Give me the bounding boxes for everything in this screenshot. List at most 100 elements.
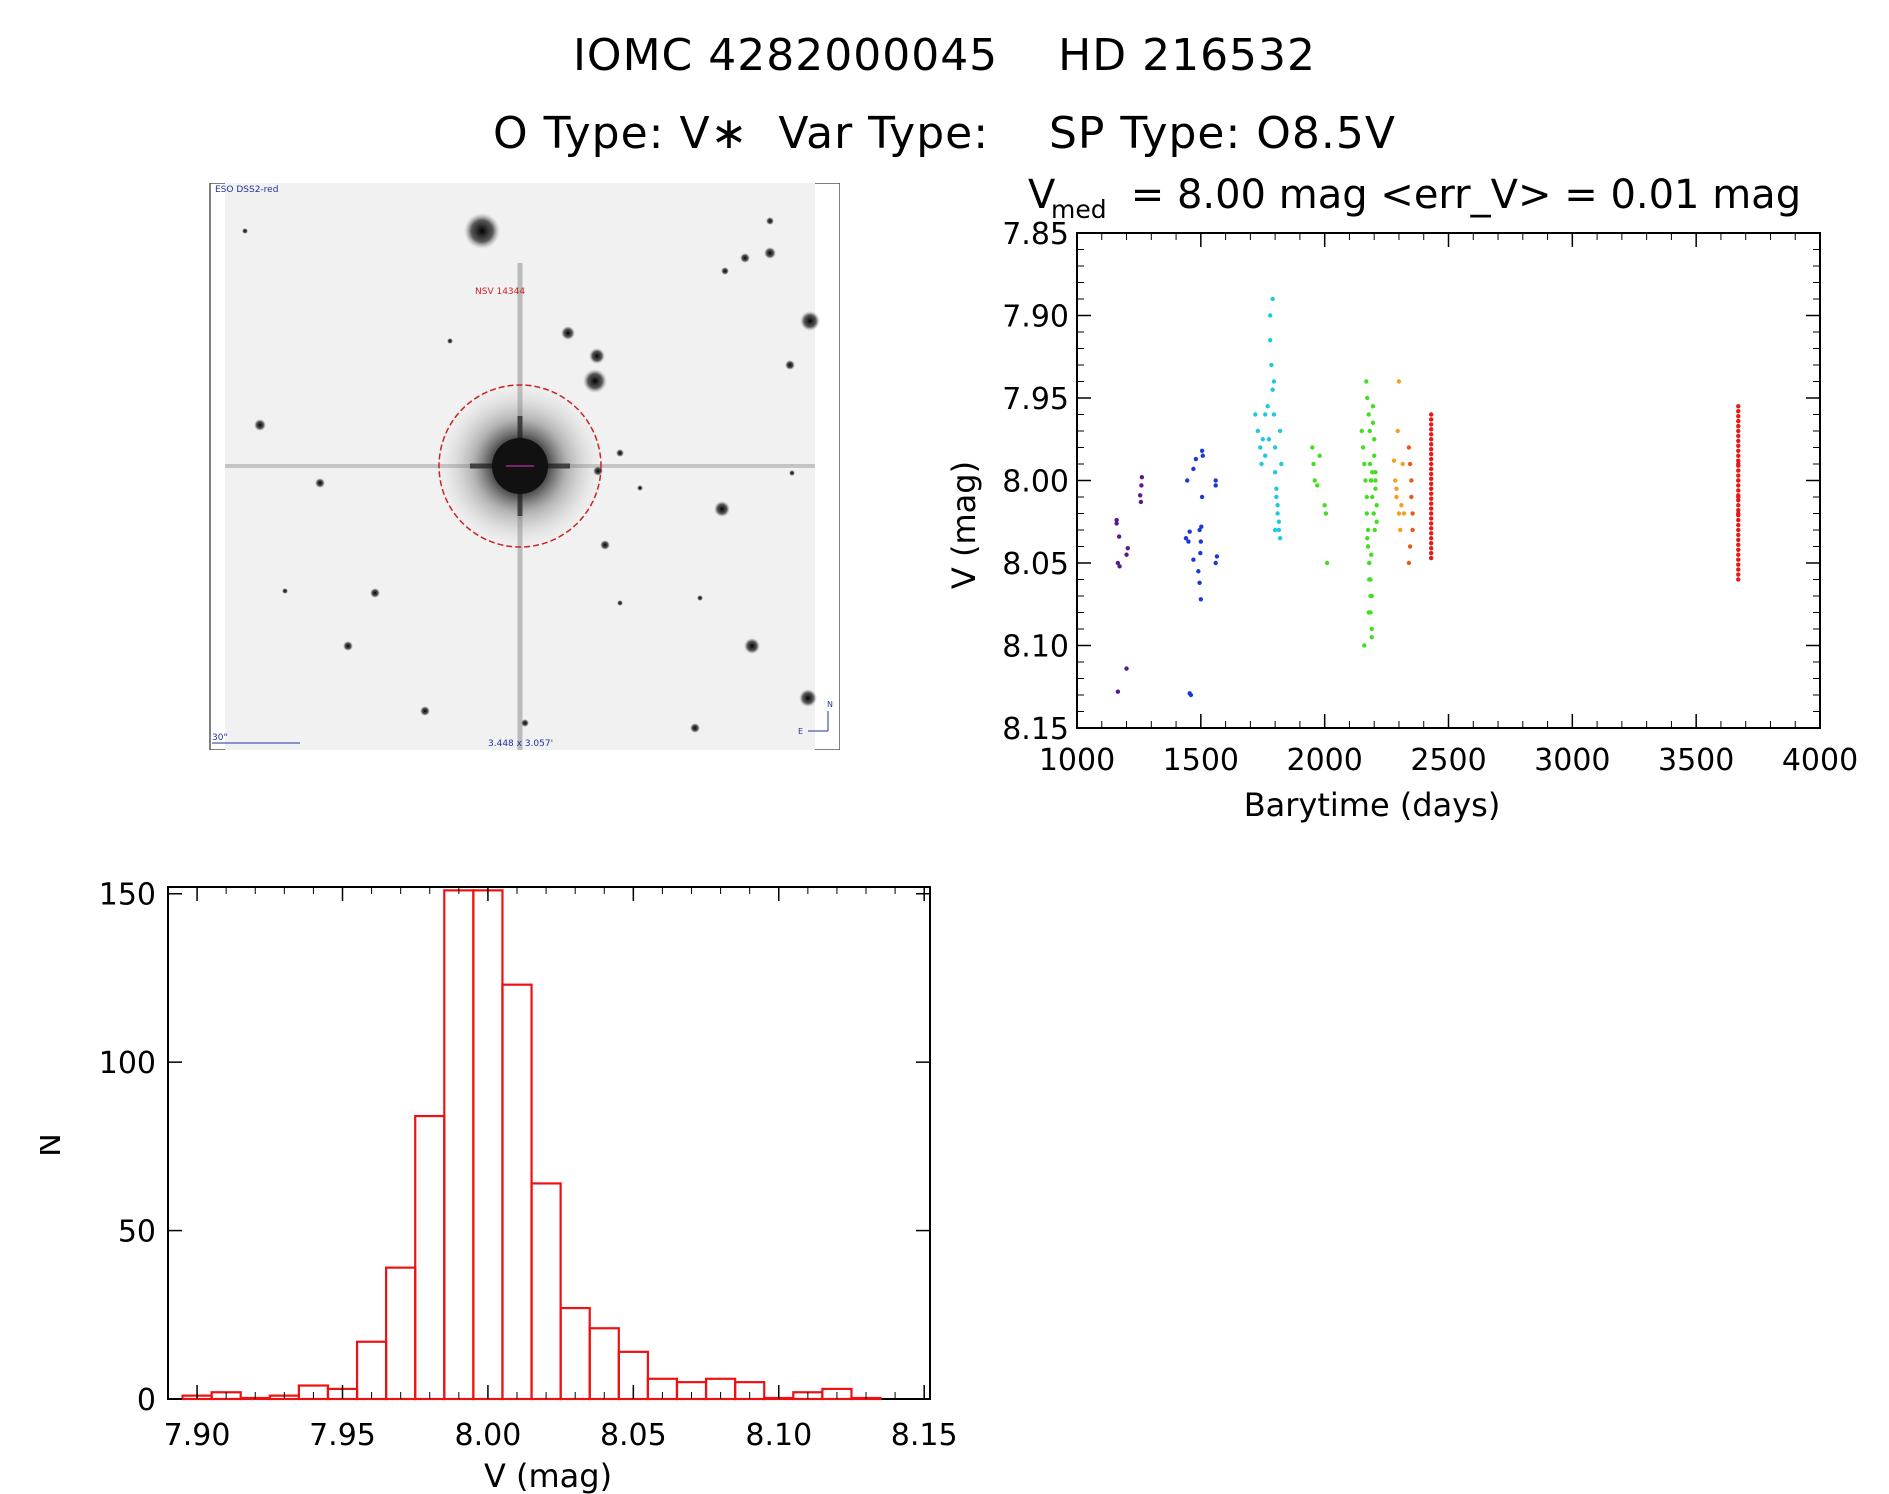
light-curve-point [1213,483,1218,488]
light-curve-point [1736,517,1741,523]
light-curve-title-sub: med [1051,195,1107,224]
light-curve-point [1125,545,1130,551]
light-curve-point [1391,458,1397,463]
light-curve-point [1364,494,1369,500]
light-curve-title-rest: = 8.00 mag <err_V> = 0.01 mag [1118,172,1801,218]
light-curve-point [1736,527,1741,533]
light-curve-ytick-label: 7.85 [1002,217,1069,252]
light-curve-point [1428,417,1434,422]
light-curve-point [1370,404,1376,409]
light-curve-point [1428,550,1434,556]
light-curve-point [1736,567,1741,572]
light-curve-point [1272,470,1278,475]
light-curve-point [1736,498,1741,503]
light-curve-point [1188,692,1194,698]
light-curve-point [1185,478,1190,483]
light-curve-point [1736,508,1741,513]
light-curve-point [1263,412,1268,417]
light-curve-point [1736,547,1741,552]
sky-label-star: NSV 14344 [475,287,525,297]
light-curve-point [1267,338,1273,343]
light-curve-point [1369,552,1374,557]
light-curve-point [1428,506,1434,511]
histogram-xtick-label: 8.15 [891,1418,958,1453]
light-curve-point [1736,494,1741,500]
histogram-xtick-label: 8.05 [600,1418,667,1453]
light-curve-point [1396,379,1402,384]
light-curve-point [1428,536,1434,541]
histogram-bar [414,1114,446,1401]
light-curve-ytick-label: 8.15 [1002,712,1069,747]
light-curve-point [1323,511,1329,516]
histogram-xtick-label: 7.95 [309,1418,376,1453]
light-curve-point [1266,437,1272,442]
histogram-bar [385,1266,417,1401]
light-curve-point [1736,443,1741,449]
light-curve-point [1369,626,1374,632]
light-curve-point [1214,554,1220,559]
light-curve-point [1253,412,1258,417]
light-curve-point [1410,527,1415,533]
light-curve-point [1428,521,1434,526]
light-curve-point [1365,536,1370,541]
light-curve-point [1736,478,1741,483]
light-curve-point [1736,532,1741,538]
light-curve-point [1193,456,1199,462]
light-curve-point [1371,511,1376,516]
histogram-frame [167,886,931,1400]
light-curve-point [1360,445,1366,450]
light-curve-point [1365,395,1370,401]
light-curve-point [1736,572,1741,577]
histogram-bar [443,889,475,1401]
light-curve-ytick-label: 8.00 [1002,465,1069,500]
light-curve-point [1736,409,1741,414]
light-curve-point [1115,689,1121,694]
light-curve-point [1736,577,1741,582]
light-curve-point [1428,471,1434,477]
light-curve-point [1736,428,1741,434]
histogram-xlabel: V (mag) [484,1457,612,1494]
light-curve-point [1736,483,1741,488]
histogram-ytick-label: 150 [99,878,156,913]
light-curve-point [1365,527,1371,533]
light-curve-point [1183,536,1189,541]
light-curve-point [1428,476,1434,482]
histogram-bar [501,983,533,1401]
light-curve-point [1139,475,1145,480]
light-curve-point [1322,503,1327,508]
histogram-bar [355,1340,388,1401]
light-curve-point [1428,451,1434,457]
light-curve-point [1369,593,1374,599]
light-curve-point [1138,499,1144,505]
light-curve-point [1265,404,1270,409]
light-curve-point [1367,461,1373,467]
light-curve-point [1114,521,1119,526]
light-curve-point [1196,569,1201,574]
light-curve-point [1736,557,1741,562]
light-curve-point [1428,412,1434,417]
light-curve-point [1736,423,1741,429]
light-curve-chart: V med = 8.00 mag <err_V> = 0.01 mag 1000… [945,172,1858,824]
light-curve-point [1277,428,1283,434]
light-curve-point [1255,428,1260,434]
light-curve-point [1736,413,1741,419]
sky-label-east: E [798,727,803,736]
light-curve-point [1374,519,1379,524]
light-curve-point [1366,610,1371,615]
histogram-bar [472,889,504,1401]
histogram-xtick-label: 8.10 [745,1418,812,1453]
light-curve-point [1736,433,1741,439]
light-curve-point [1736,522,1741,528]
light-curve-xtick-label: 1500 [1163,743,1239,778]
light-curve-point [1362,643,1367,648]
light-curve-point [1213,560,1218,566]
chart-title-line1: IOMC 4282000045 HD 216532 [572,30,1317,81]
light-curve-point [1310,445,1315,450]
light-curve-point [1271,379,1277,384]
light-curve-point [1374,503,1379,508]
light-curve-point [1398,527,1403,533]
light-curve-point [1736,473,1741,478]
light-curve-point [1363,478,1368,483]
chart-title-line2: O Type: V∗ Var Type: SP Type: O8.5V [492,108,1396,159]
light-curve-point [1199,494,1205,500]
